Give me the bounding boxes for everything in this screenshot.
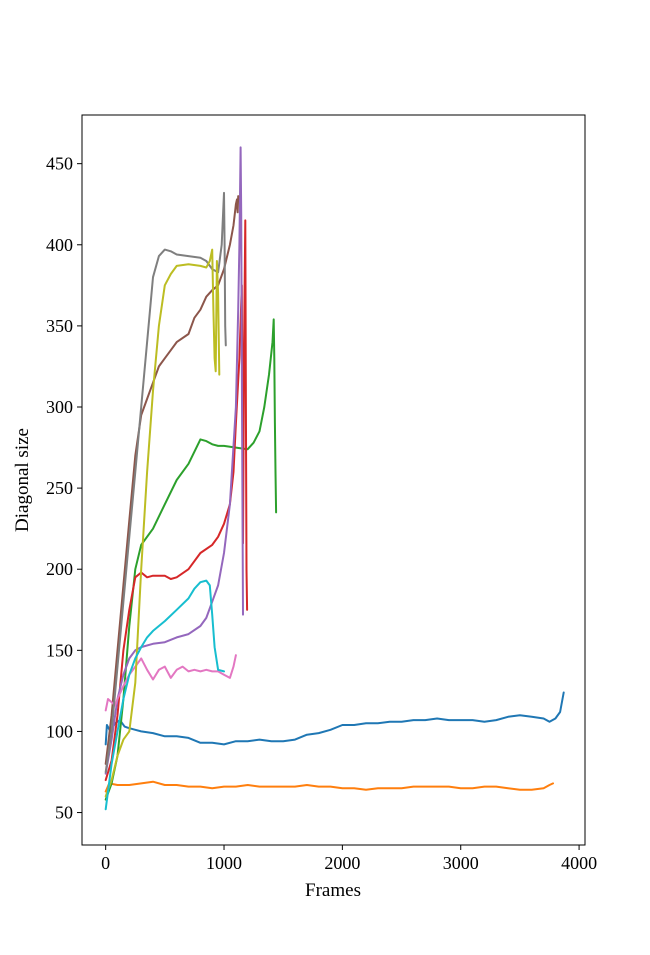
y-tick-label: 450	[46, 154, 73, 174]
series-line-8	[104, 191, 227, 773]
y-tick-label: 150	[46, 640, 73, 660]
y-axis-label: Diagonal size	[12, 428, 33, 532]
y-tick-label: 400	[46, 235, 73, 255]
series-line-2	[104, 780, 554, 793]
series-line-9	[104, 248, 221, 798]
x-tick-label: 0	[101, 853, 110, 873]
series-line-10	[104, 579, 225, 811]
x-tick-label: 1000	[206, 853, 242, 873]
series-line-4	[104, 219, 249, 782]
x-tick-label: 2000	[324, 853, 360, 873]
series-line-1	[104, 691, 565, 746]
y-tick-label: 250	[46, 478, 73, 498]
y-tick-label: 100	[46, 721, 73, 741]
series-line-7	[104, 654, 237, 712]
y-tick-label: 200	[46, 559, 73, 579]
plot-frame	[81, 114, 586, 846]
axes-layer: 0 1000 2000 3000 4000 50 100 150 200 250 300 350 400…	[46, 114, 597, 873]
y-tick-label: 50	[55, 803, 73, 823]
series-layer	[104, 146, 565, 811]
series-line-6	[104, 195, 240, 765]
x-axis-label: Frames	[305, 880, 361, 901]
series-line-5	[104, 146, 244, 775]
y-tick-label: 300	[46, 397, 73, 417]
y-tick-label: 350	[46, 316, 73, 336]
x-tick-label: 3000	[443, 853, 479, 873]
x-tick-label: 4000	[561, 853, 597, 873]
